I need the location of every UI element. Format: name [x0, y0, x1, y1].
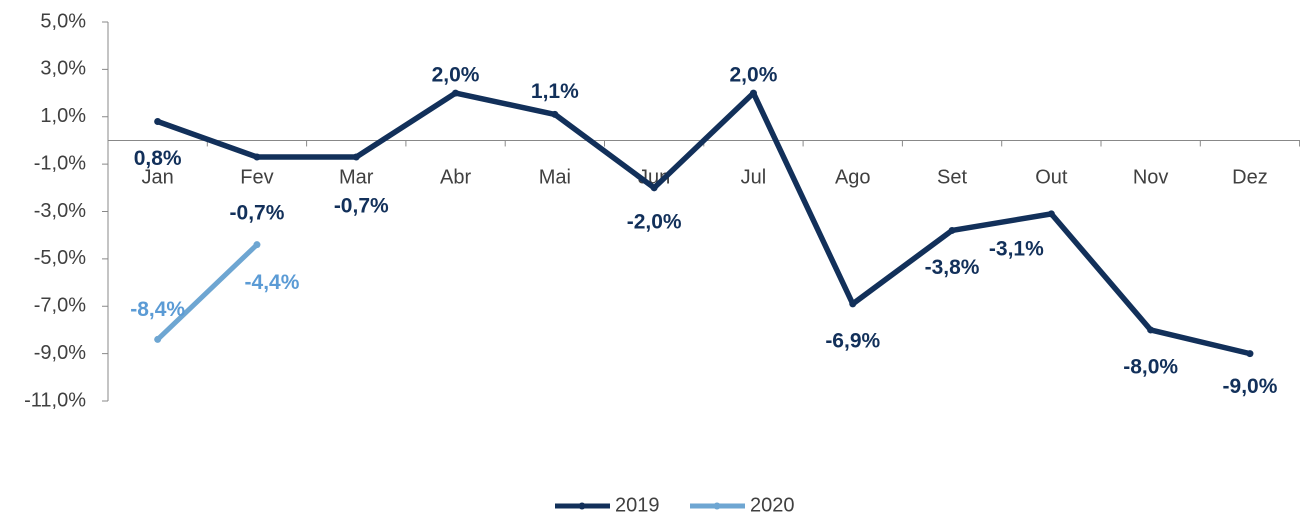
- point: [452, 89, 460, 97]
- point: [154, 335, 162, 343]
- series-line: [155, 242, 260, 342]
- legend-marker: [713, 502, 721, 510]
- y-tick-label: -3,0%: [34, 200, 86, 222]
- data-label: -9,0%: [1223, 375, 1278, 398]
- point: [948, 226, 956, 234]
- point: [1047, 210, 1055, 218]
- series-line: [154, 90, 1253, 357]
- x-tick-label: Out: [1035, 167, 1068, 189]
- data-label: 1,1%: [531, 80, 579, 103]
- point: [551, 110, 559, 118]
- data-label: -3,1%: [989, 237, 1044, 260]
- data-label: -0,7%: [334, 195, 389, 218]
- data-label: -3,8%: [925, 256, 980, 279]
- data-label: -8,0%: [1123, 355, 1178, 378]
- legend-label: 2020: [750, 494, 795, 516]
- x-tick-label: Jan: [142, 167, 174, 189]
- point: [253, 153, 261, 161]
- point: [650, 184, 658, 192]
- data-label: 0,8%: [134, 147, 182, 170]
- point: [849, 300, 857, 308]
- data-label: -4,4%: [245, 271, 300, 294]
- x-tick-label: Fev: [240, 167, 273, 189]
- x-tick-label: Jul: [741, 167, 767, 189]
- point: [253, 241, 261, 249]
- y-tick-label: 3,0%: [40, 58, 86, 80]
- data-label: -8,4%: [130, 298, 185, 321]
- data-label: -6,9%: [825, 329, 880, 352]
- x-tick-label: Dez: [1232, 167, 1268, 189]
- x-tick-label: Abr: [440, 167, 471, 189]
- y-tick-label: -7,0%: [34, 295, 86, 317]
- x-tick-label: Nov: [1133, 167, 1169, 189]
- y-tick-label: -1,0%: [34, 152, 86, 174]
- y-tick-label: -5,0%: [34, 247, 86, 269]
- point: [749, 89, 757, 97]
- point: [154, 117, 162, 125]
- legend-label: 2019: [615, 494, 660, 516]
- data-label: -0,7%: [230, 202, 285, 225]
- point: [352, 153, 360, 161]
- x-tick-label: Mar: [339, 167, 374, 189]
- legend-marker: [578, 502, 586, 510]
- x-tick-label: Set: [937, 167, 967, 189]
- x-tick-label: Mai: [539, 167, 571, 189]
- y-tick-label: 1,0%: [40, 105, 86, 127]
- y-tick-label: 5,0%: [40, 10, 86, 32]
- data-label: 2,0%: [730, 64, 778, 87]
- data-label: -2,0%: [627, 210, 682, 233]
- y-tick-label: -9,0%: [34, 342, 86, 364]
- y-tick-label: -11,0%: [24, 389, 86, 411]
- point: [1246, 350, 1254, 358]
- point: [1147, 326, 1155, 334]
- data-label: 2,0%: [432, 64, 480, 87]
- x-tick-label: Ago: [835, 167, 871, 189]
